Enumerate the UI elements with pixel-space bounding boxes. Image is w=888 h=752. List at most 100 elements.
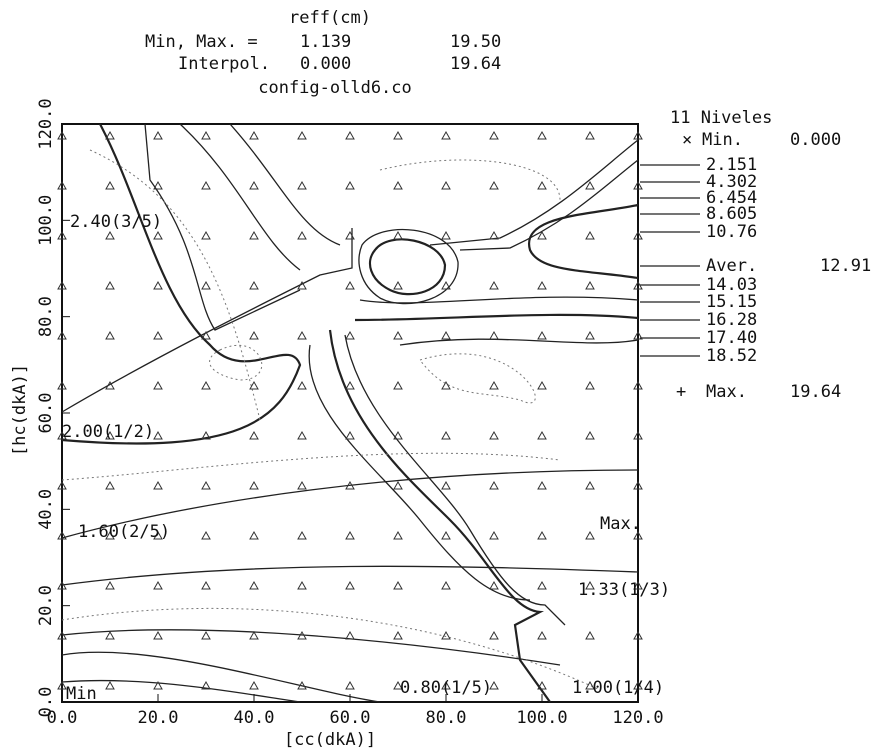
sample-marker: [345, 480, 355, 490]
legend-max-label: Max.: [706, 382, 747, 402]
y-tick-label: 120.0: [36, 98, 56, 149]
legend-max-label: +: [676, 382, 686, 402]
sample-marker: [153, 580, 163, 590]
sample-marker: [489, 330, 499, 340]
annotation: Min: [66, 684, 97, 704]
annotation: 1.33(1/3): [578, 580, 670, 600]
sample-marker: [297, 530, 307, 540]
sample-marker: [201, 480, 211, 490]
sample-marker: [537, 680, 547, 690]
sample-marker: [441, 180, 451, 190]
sample-marker: [249, 230, 259, 240]
sample-marker: [441, 680, 451, 690]
x-tick-label: 120.0: [612, 708, 663, 728]
sample-marker: [249, 430, 259, 440]
sample-marker: [105, 180, 115, 190]
sample-marker: [585, 130, 595, 140]
stats-label: Interpol.: [178, 54, 270, 74]
sample-marker: [489, 580, 499, 590]
sample-marker: [441, 330, 451, 340]
sample-marker: [297, 330, 307, 340]
sample-marker: [105, 230, 115, 240]
sample-marker: [57, 130, 67, 140]
sample-marker: [585, 580, 595, 590]
sample-marker: [393, 530, 403, 540]
sample-marker: [249, 380, 259, 390]
sample-marker: [441, 280, 451, 290]
sample-marker: [489, 530, 499, 540]
sample-marker: [537, 580, 547, 590]
sample-marker: [201, 380, 211, 390]
sample-marker: [633, 330, 643, 340]
sample-marker: [393, 180, 403, 190]
sample-marker: [633, 480, 643, 490]
sample-marker: [249, 680, 259, 690]
sample-marker: [537, 430, 547, 440]
legend-min: 0.000: [790, 130, 841, 150]
sample-marker: [345, 280, 355, 290]
legend-level: 16.28: [706, 310, 757, 330]
sample-marker: [393, 430, 403, 440]
sample-marker: [489, 680, 499, 690]
sample-marker: [393, 130, 403, 140]
legend-level: 8.605: [706, 204, 757, 224]
annotation: 1.60(2/5): [78, 522, 170, 542]
x-tick-label: 20.0: [138, 708, 179, 728]
sample-marker: [537, 530, 547, 540]
x-tick-label: 40.0: [234, 708, 275, 728]
annotation: Max.: [600, 514, 641, 534]
legend-average-label: Aver.: [706, 256, 757, 276]
sample-marker: [633, 380, 643, 390]
contours: [61, 123, 639, 703]
annotation: 2.00(1/2): [62, 422, 154, 442]
sample-marker: [633, 580, 643, 590]
legend-level: 10.76: [706, 222, 757, 242]
sample-marker: [633, 430, 643, 440]
annotation: 0.80(1/5): [400, 678, 492, 698]
sample-marker: [345, 430, 355, 440]
sample-marker: [201, 530, 211, 540]
sample-marker: [489, 280, 499, 290]
sample-marker: [105, 680, 115, 690]
legend-title: 11 Niveles: [670, 108, 772, 128]
sample-marker: [57, 530, 67, 540]
legend-level: 4.302: [706, 172, 757, 192]
sample-marker: [153, 280, 163, 290]
sample-marker: [153, 230, 163, 240]
sample-marker: [489, 130, 499, 140]
sample-marker: [345, 530, 355, 540]
sample-marker: [489, 380, 499, 390]
sample-marker: [585, 180, 595, 190]
sample-marker: [393, 680, 403, 690]
sample-marker: [249, 580, 259, 590]
sample-marker: [153, 680, 163, 690]
sample-marker: [633, 530, 643, 540]
sample-marker: [489, 480, 499, 490]
sample-marker: [345, 380, 355, 390]
sample-marker: [441, 380, 451, 390]
x-tick-label: 60.0: [330, 708, 371, 728]
sample-marker: [345, 680, 355, 690]
x-axis-label: [cc(dkA)]: [284, 730, 376, 750]
sample-marker: [153, 130, 163, 140]
sample-marker: [393, 580, 403, 590]
x-tick-label: 0.0: [47, 708, 78, 728]
sample-marker: [345, 330, 355, 340]
chart-title: reff(cm): [289, 8, 371, 28]
sample-marker: [537, 130, 547, 140]
sample-marker: [633, 630, 643, 640]
sample-marker: [201, 280, 211, 290]
legend-level: 2.151: [706, 155, 757, 175]
sample-marker: [441, 130, 451, 140]
sample-marker: [297, 230, 307, 240]
plot-frame: [61, 123, 639, 703]
sample-marker: [249, 630, 259, 640]
sample-marker: [201, 330, 211, 340]
sample-marker: [297, 630, 307, 640]
sample-marker: [297, 680, 307, 690]
sample-marker: [201, 130, 211, 140]
sample-marker: [537, 230, 547, 240]
y-tick-label: 40.0: [36, 489, 56, 530]
sample-marker: [297, 280, 307, 290]
legend-level: 6.454: [706, 188, 757, 208]
